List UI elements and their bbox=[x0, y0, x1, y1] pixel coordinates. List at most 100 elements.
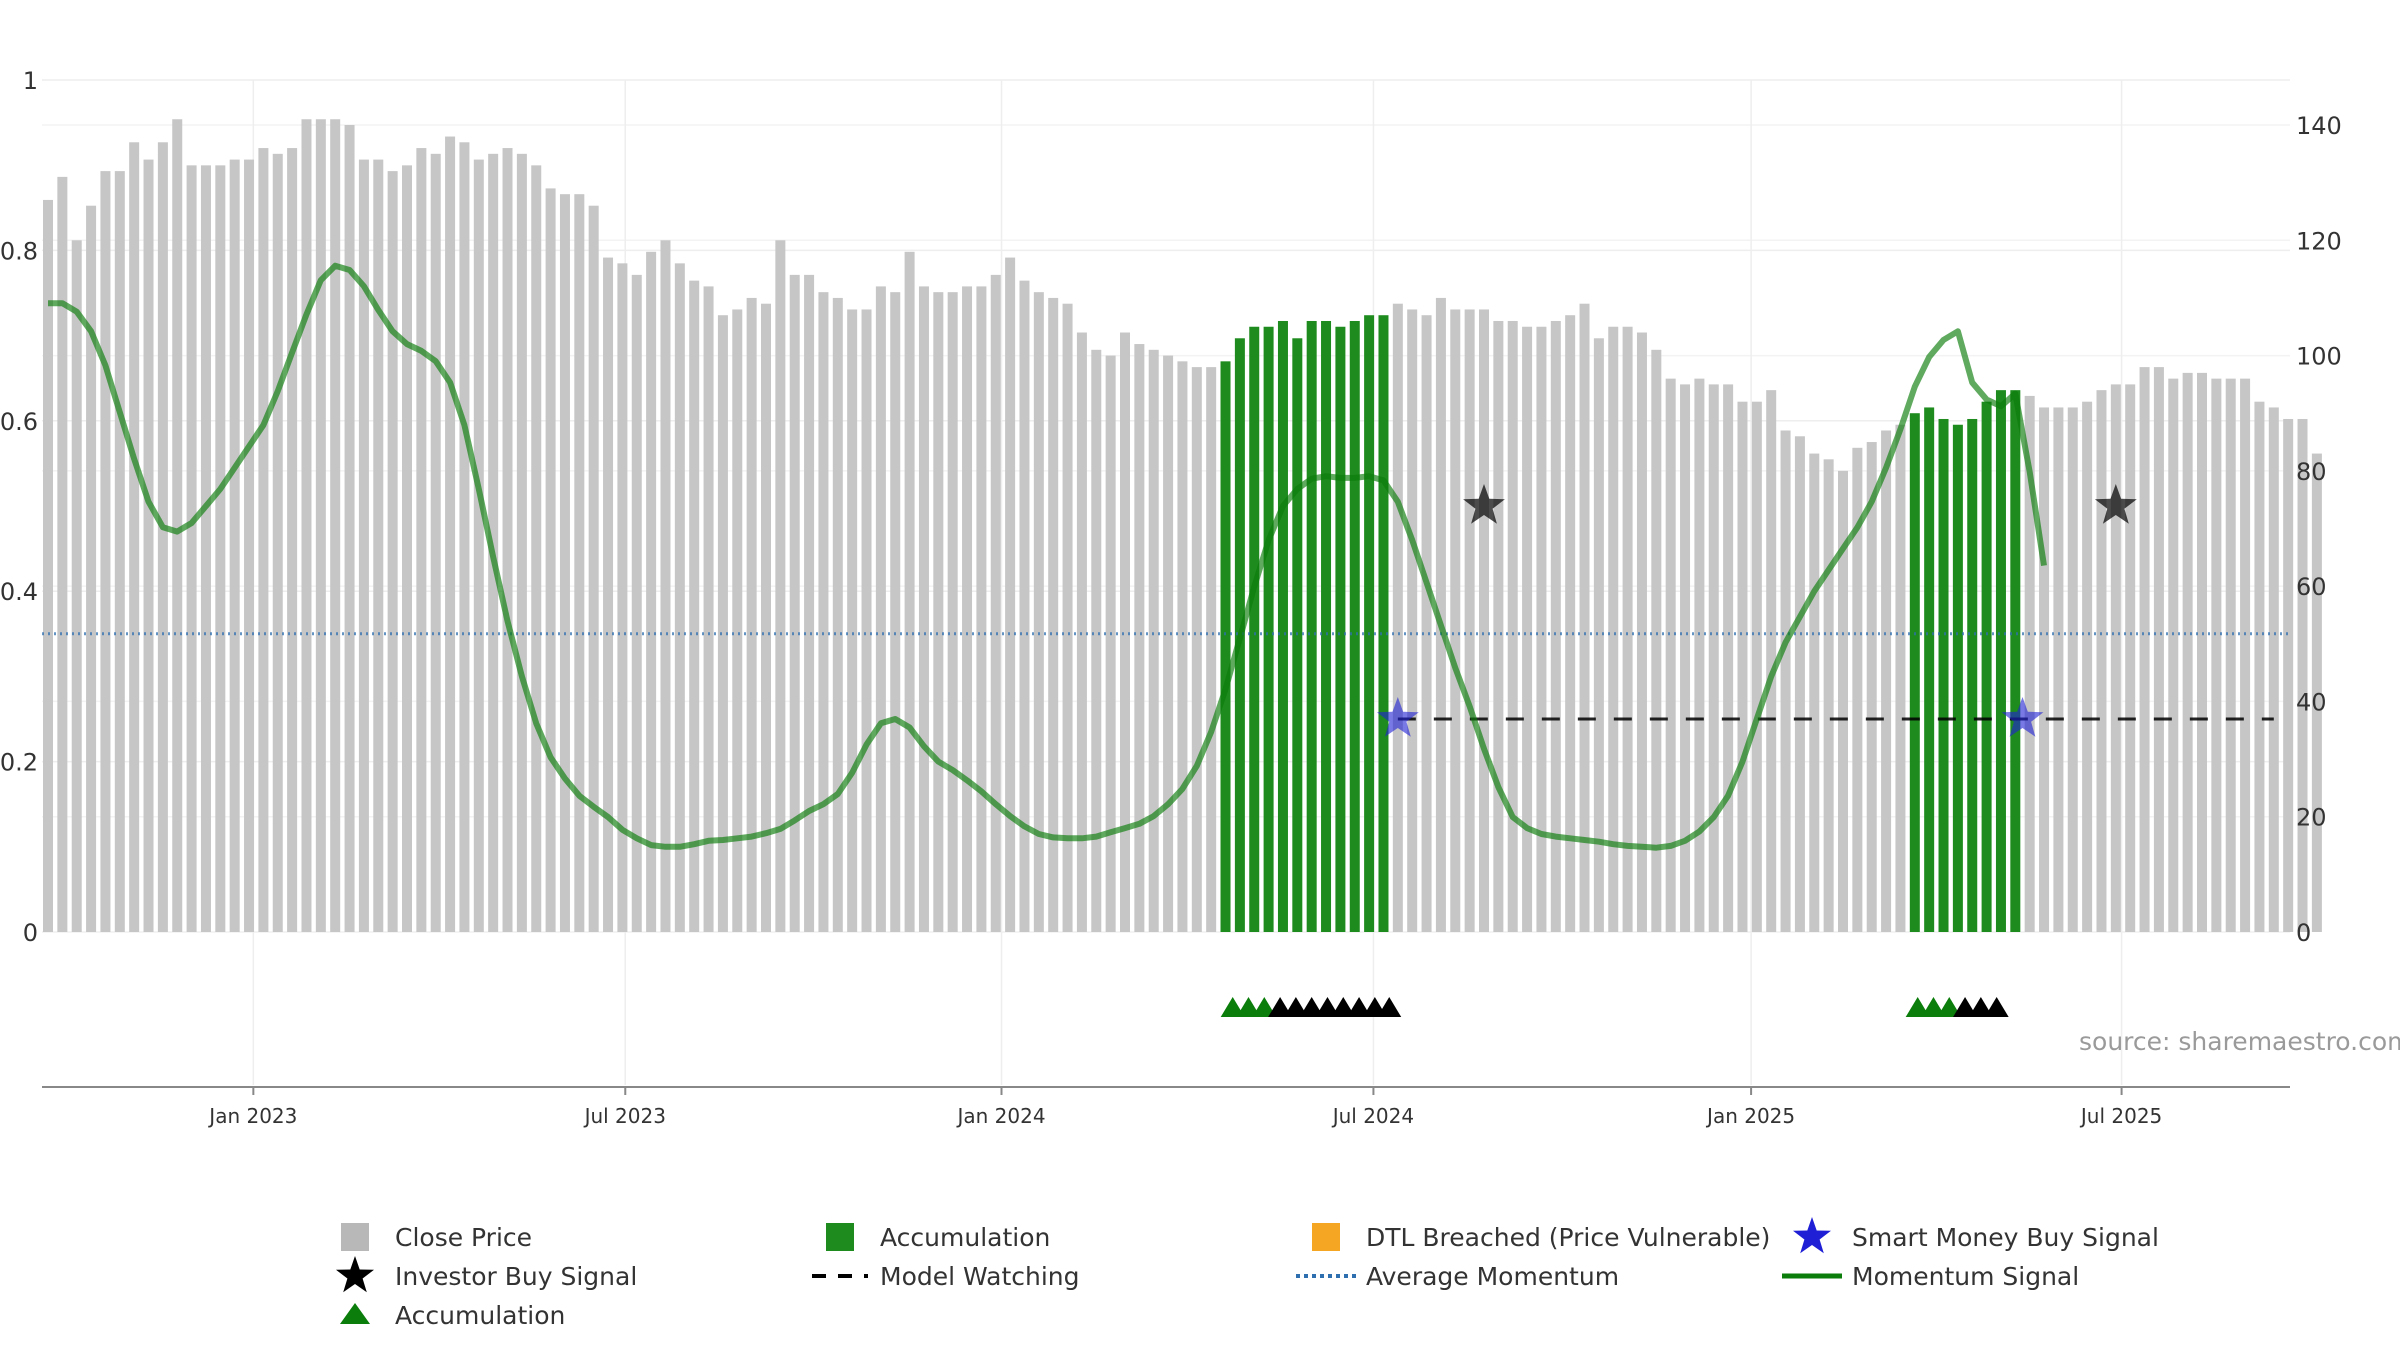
close-price-bar bbox=[2297, 418, 2308, 932]
close-price-bar bbox=[1177, 361, 1188, 933]
x-tick-label: Jul 2025 bbox=[2079, 1104, 2162, 1128]
close-price-bar bbox=[157, 142, 168, 933]
close-price-bar bbox=[574, 194, 585, 932]
close-price-bar bbox=[890, 292, 901, 932]
accumulation-bar bbox=[1924, 407, 1935, 932]
close-price-bar bbox=[789, 274, 800, 932]
accumulation-triangle-black bbox=[1299, 997, 1324, 1017]
close-price-bar bbox=[129, 142, 140, 933]
y-left-tick-label: 1 bbox=[23, 67, 38, 95]
close-price-bar bbox=[603, 257, 614, 932]
close-price-bar bbox=[287, 148, 298, 933]
close-price-bar bbox=[1852, 447, 1863, 932]
y-right-tick-label: 0 bbox=[2296, 919, 2311, 947]
close-price-bar bbox=[1723, 384, 1734, 933]
legend-item: Momentum Signal bbox=[1782, 1262, 2079, 1291]
y-left-tick-label: 0.6 bbox=[0, 408, 38, 436]
accumulation-bar bbox=[1378, 315, 1389, 932]
close-price-bar bbox=[703, 286, 714, 932]
accumulation-triangle-black bbox=[1331, 997, 1356, 1017]
accumulation-triangle-black bbox=[1315, 997, 1340, 1017]
axes: Jan 2023 Jul 2023 Jan 2024 Jul 2024 Jan 2025… bbox=[0, 67, 2342, 1128]
legend-label: Investor Buy Signal bbox=[395, 1262, 637, 1291]
close-price-bar bbox=[215, 165, 226, 933]
close-price-bar bbox=[2182, 372, 2193, 933]
legend-item: Smart Money Buy Signal bbox=[1793, 1217, 2159, 1254]
close-price-bar bbox=[258, 148, 269, 933]
accumulation-bar bbox=[1335, 326, 1346, 932]
accumulation-triangle-black bbox=[1268, 997, 1293, 1017]
accumulation-bar bbox=[1306, 320, 1317, 932]
close-price-bar bbox=[172, 119, 183, 932]
close-price-bar bbox=[86, 205, 97, 932]
legend-item: Accumulation bbox=[340, 1301, 565, 1330]
close-price-bar bbox=[1780, 430, 1791, 932]
legend-item: Accumulation bbox=[826, 1223, 1050, 1252]
close-price-bar bbox=[473, 159, 484, 933]
close-price-bar bbox=[2225, 378, 2236, 933]
accumulation-bar bbox=[1995, 390, 2006, 933]
x-tick-label: Jul 2023 bbox=[583, 1104, 666, 1128]
close-price-bar bbox=[1622, 326, 1633, 932]
close-price-bar bbox=[373, 159, 384, 933]
close-price-bar bbox=[2168, 378, 2179, 933]
close-price-bar bbox=[430, 153, 441, 933]
accumulation-triangles bbox=[1220, 997, 2009, 1017]
smart-money-buy-star bbox=[1376, 697, 1419, 737]
y-left-tick-label: 0.4 bbox=[0, 578, 38, 606]
accumulation-triangle-black bbox=[1377, 997, 1402, 1017]
close-price-bar bbox=[1809, 453, 1820, 932]
close-price-bar bbox=[2039, 407, 2050, 932]
close-price-bar bbox=[244, 159, 255, 933]
y-left-tick-label: 0.2 bbox=[0, 749, 38, 777]
close-price-bar bbox=[200, 165, 211, 933]
close-price-bar bbox=[1148, 349, 1159, 932]
accumulation-bar bbox=[1220, 361, 1231, 933]
accumulation-triangle-black bbox=[1968, 997, 1993, 1017]
accumulation-bar bbox=[1364, 315, 1375, 932]
close-price-bar bbox=[588, 205, 599, 932]
close-price-bar bbox=[1493, 320, 1504, 932]
close-price-bar bbox=[1579, 303, 1590, 932]
close-price-bar bbox=[775, 240, 786, 933]
close-price-bar bbox=[761, 303, 771, 932]
close-price-bar bbox=[1881, 430, 1892, 932]
accumulation-bar bbox=[1263, 326, 1274, 932]
close-price-bars bbox=[43, 119, 2322, 933]
close-price-bar bbox=[1407, 309, 1418, 932]
close-price-bar bbox=[1895, 424, 1906, 932]
close-price-bar bbox=[1522, 326, 1533, 932]
close-price-bar bbox=[459, 142, 470, 933]
close-price-bar bbox=[2311, 453, 2322, 932]
close-price-bar bbox=[976, 286, 987, 932]
legend-swatch bbox=[1312, 1223, 1340, 1251]
smart-money-buy-star bbox=[2001, 697, 2044, 737]
close-price-bar bbox=[1823, 459, 1834, 932]
close-price-bar bbox=[1636, 332, 1647, 932]
close-price-bar bbox=[1421, 315, 1432, 932]
close-price-bar bbox=[416, 148, 427, 933]
close-price-bar bbox=[1694, 378, 1705, 933]
accumulation-triangle-black bbox=[1953, 997, 1978, 1017]
legend-item: DTL Breached (Price Vulnerable) bbox=[1312, 1223, 1770, 1252]
x-tick-label: Jan 2023 bbox=[207, 1104, 297, 1128]
close-price-bar bbox=[1838, 470, 1848, 932]
accumulation-triangle-green bbox=[1937, 997, 1962, 1017]
close-price-bar bbox=[57, 176, 68, 933]
close-price-bar bbox=[229, 159, 240, 933]
legend-swatch bbox=[341, 1223, 369, 1251]
legend-label: Average Momentum bbox=[1366, 1262, 1619, 1291]
close-price-bar bbox=[402, 165, 412, 933]
close-price-bar bbox=[875, 286, 886, 932]
close-price-bar bbox=[2139, 367, 2150, 933]
accumulation-triangle-green bbox=[1252, 997, 1277, 1017]
legend-item: Model Watching bbox=[812, 1262, 1080, 1291]
close-price-bar bbox=[2067, 407, 2078, 932]
y-right-tick-label: 20 bbox=[2296, 804, 2327, 832]
close-price-bar bbox=[1206, 367, 1217, 933]
close-price-bar bbox=[387, 171, 398, 933]
legend-label: Close Price bbox=[395, 1223, 532, 1252]
close-price-bar bbox=[717, 315, 728, 932]
close-price-bar bbox=[1048, 297, 1059, 932]
